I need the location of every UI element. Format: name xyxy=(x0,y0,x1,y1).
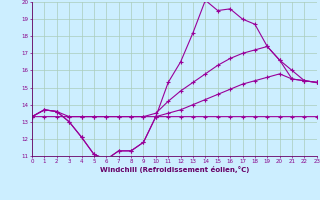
X-axis label: Windchill (Refroidissement éolien,°C): Windchill (Refroidissement éolien,°C) xyxy=(100,166,249,173)
